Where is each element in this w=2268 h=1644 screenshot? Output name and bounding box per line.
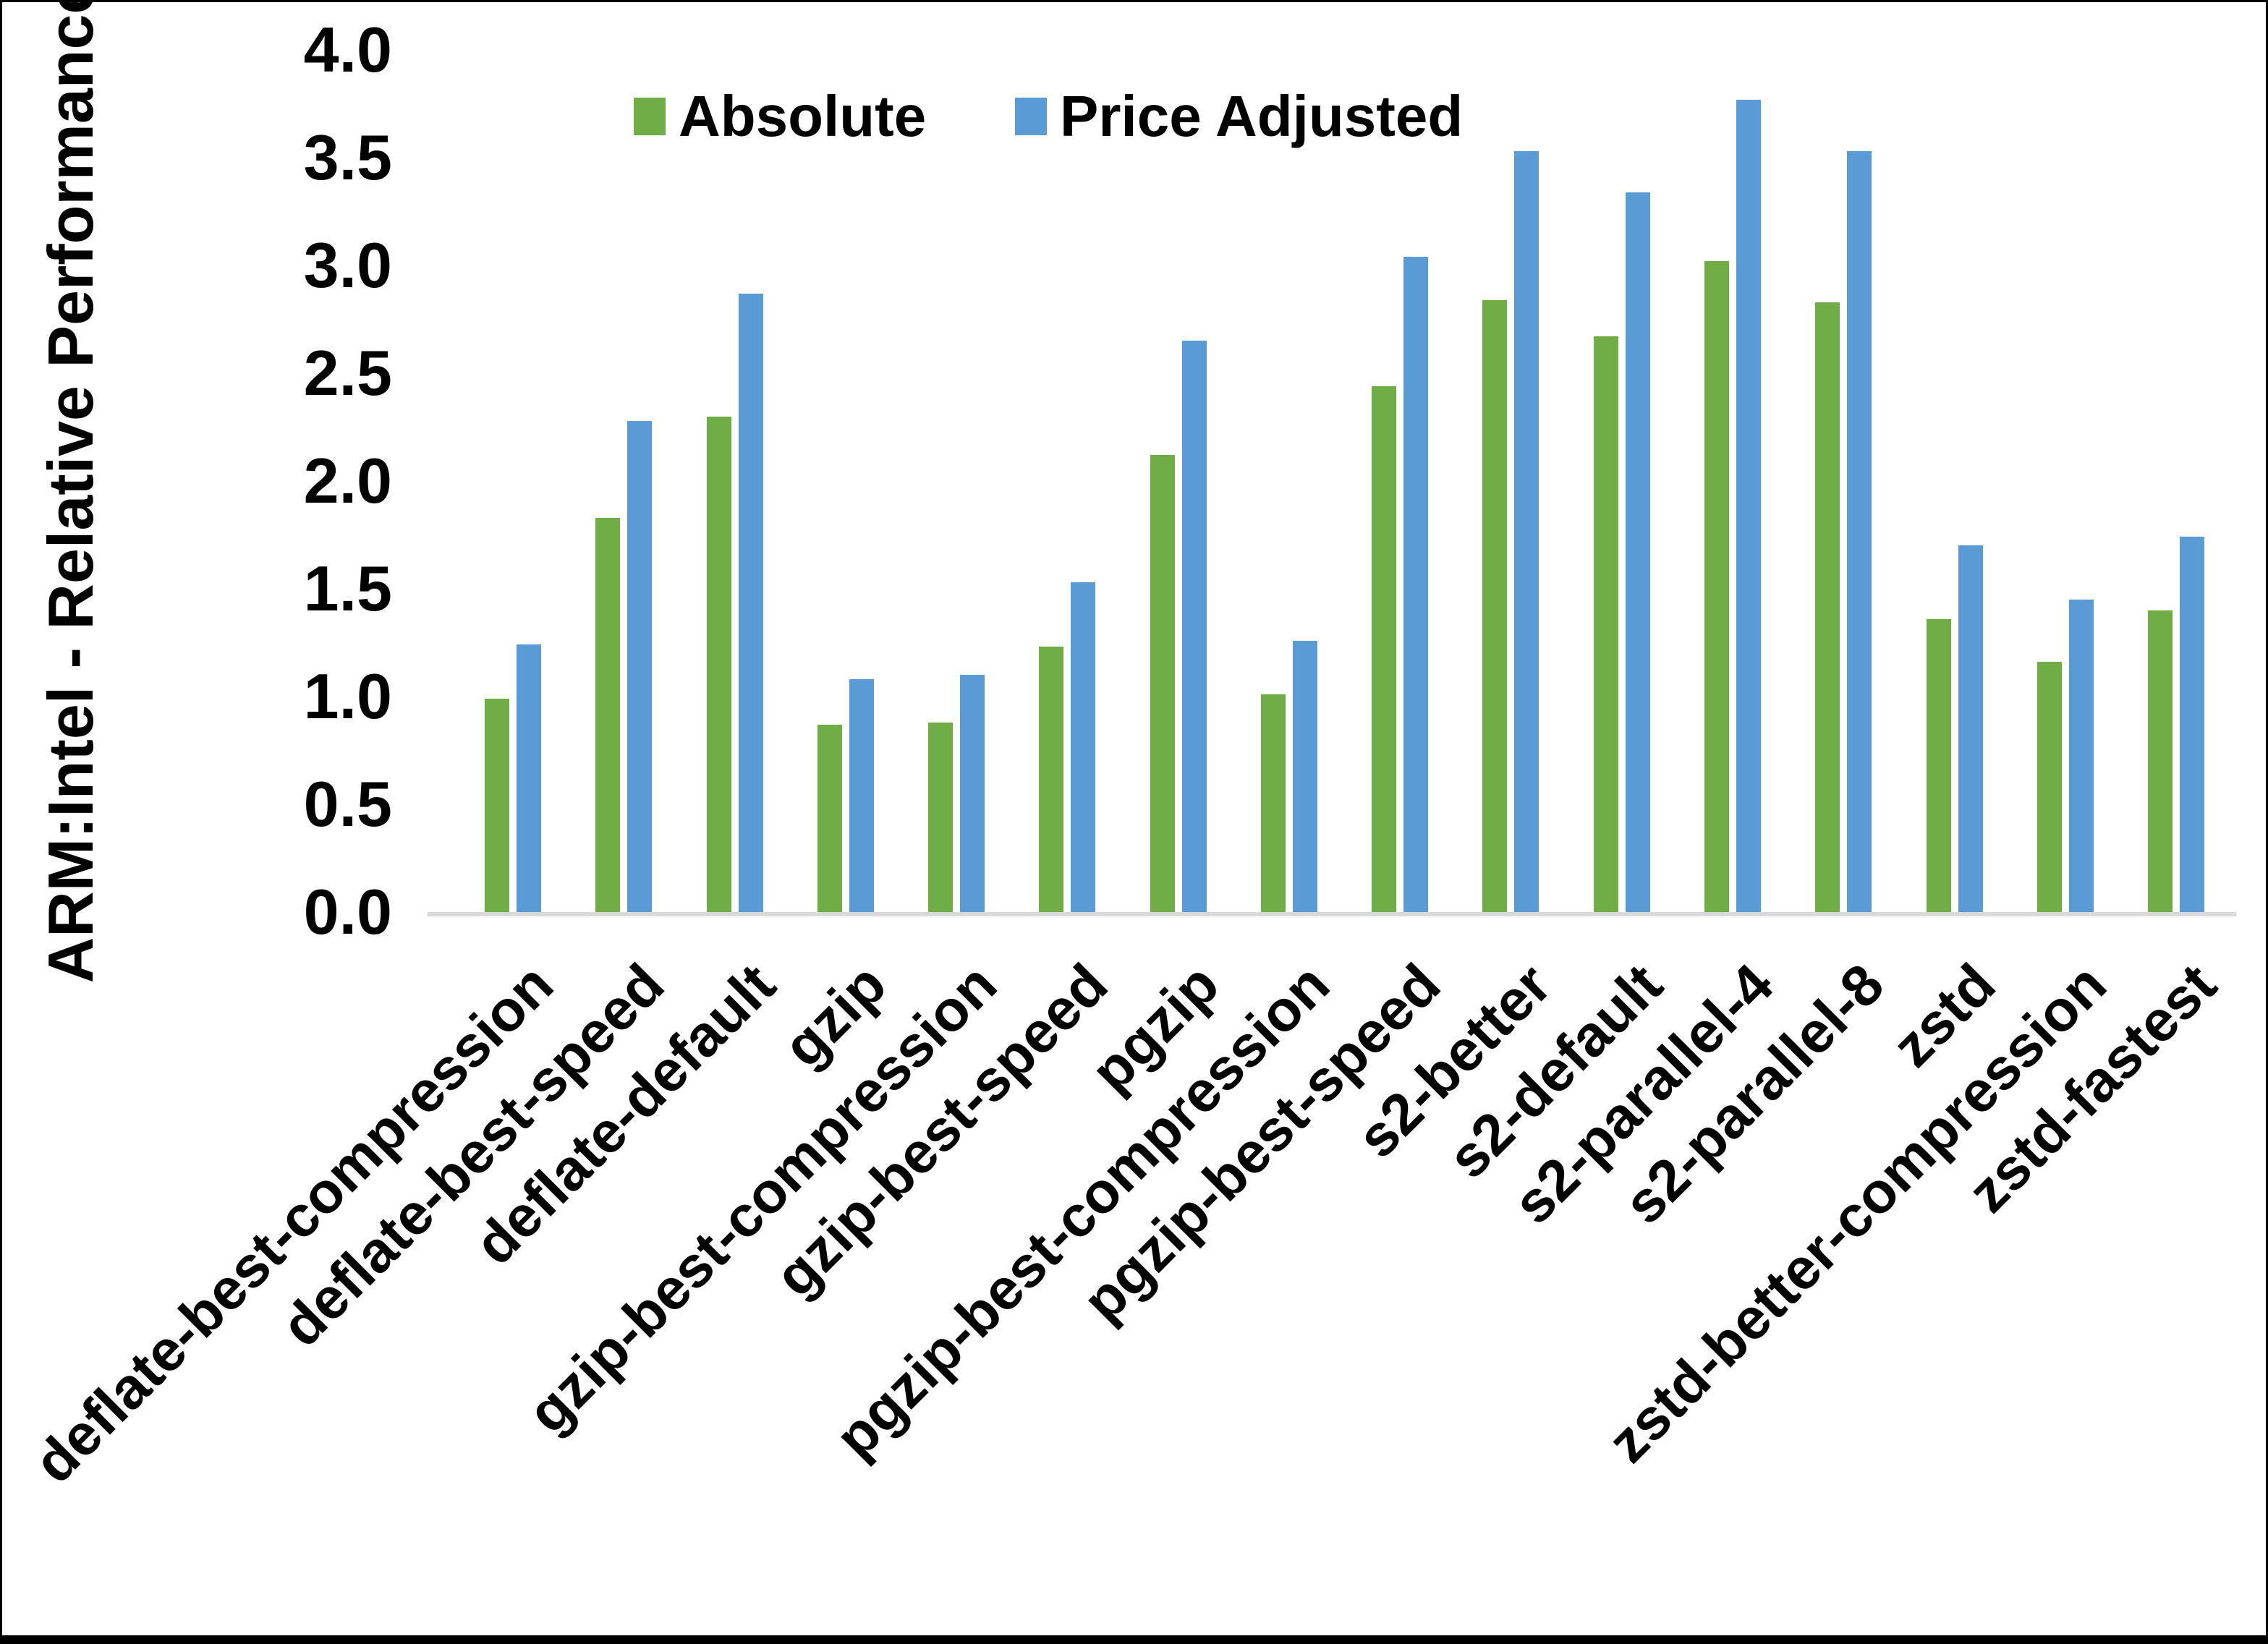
bar-absolute-deflate-default <box>707 417 731 912</box>
legend-label-absolute: Absolute <box>679 84 927 148</box>
bar-price-adjusted-s2-parallel-8 <box>1847 151 1872 912</box>
bar-absolute-s2-better <box>1482 300 1507 912</box>
bar-price-adjusted-deflate-best-compression <box>517 644 541 912</box>
bar-price-adjusted-deflate-default <box>739 294 763 912</box>
bar-price-adjusted-pgzip <box>1182 341 1207 912</box>
legend-item-price-adjusted: Price Adjusted <box>1015 83 1463 150</box>
y-tick-label-2.0: 2.0 <box>303 445 392 516</box>
bar-absolute-s2-parallel-8 <box>1815 302 1840 912</box>
x-axis-line <box>428 912 2236 916</box>
bar-absolute-pgzip <box>1150 455 1175 912</box>
legend-label-price-adjusted: Price Adjusted <box>1060 84 1464 148</box>
bar-price-adjusted-s2-better <box>1514 151 1539 912</box>
y-axis-title: ARM:Intel - Relative Performance <box>35 0 106 984</box>
bar-price-adjusted-gzip-best-compression <box>960 675 985 912</box>
bar-absolute-gzip <box>817 725 842 912</box>
legend-item-absolute: Absolute <box>634 83 926 150</box>
bar-absolute-pgzip-best-speed <box>1372 386 1396 912</box>
bar-price-adjusted-gzip <box>849 679 874 912</box>
bar-price-adjusted-deflate-best-speed <box>627 421 652 912</box>
bar-price-adjusted-pgzip-best-speed <box>1403 257 1428 912</box>
y-tick-label-0.0: 0.0 <box>303 876 392 947</box>
y-tick-label-1.5: 1.5 <box>303 553 392 624</box>
bar-absolute-deflate-best-compression <box>485 699 509 912</box>
bar-absolute-pgzip-best-compression <box>1261 694 1286 912</box>
y-tick-label-2.5: 2.5 <box>303 337 392 409</box>
bar-price-adjusted-pgzip-best-compression <box>1293 641 1317 912</box>
bar-price-adjusted-gzip-best-speed <box>1071 582 1095 912</box>
legend-swatch-price-adjusted <box>1015 98 1047 135</box>
y-tick-label-3.5: 3.5 <box>303 122 392 193</box>
bar-price-adjusted-zstd-fastest <box>2180 537 2204 912</box>
y-tick-label-4.0: 4.0 <box>303 14 392 85</box>
bar-absolute-gzip-best-compression <box>928 723 953 912</box>
bar-price-adjusted-s2-default <box>1626 192 1650 912</box>
legend-swatch-absolute <box>634 98 666 135</box>
bar-absolute-gzip-best-speed <box>1039 647 1063 912</box>
y-tick-label-0.5: 0.5 <box>303 768 392 840</box>
y-tick-label-3.0: 3.0 <box>303 229 392 301</box>
bar-absolute-zstd-fastest <box>2148 610 2173 912</box>
bar-absolute-zstd-better-compression <box>2037 662 2062 912</box>
bar-absolute-s2-default <box>1594 336 1618 912</box>
bar-absolute-deflate-best-speed <box>595 518 620 912</box>
y-tick-label-1.0: 1.0 <box>303 660 392 732</box>
bar-absolute-zstd <box>1927 619 1951 912</box>
bar-price-adjusted-zstd <box>1958 545 1983 912</box>
bar-absolute-s2-parallel-4 <box>1704 261 1729 912</box>
bar-price-adjusted-zstd-better-compression <box>2069 600 2094 912</box>
bar-price-adjusted-s2-parallel-4 <box>1736 100 1761 912</box>
